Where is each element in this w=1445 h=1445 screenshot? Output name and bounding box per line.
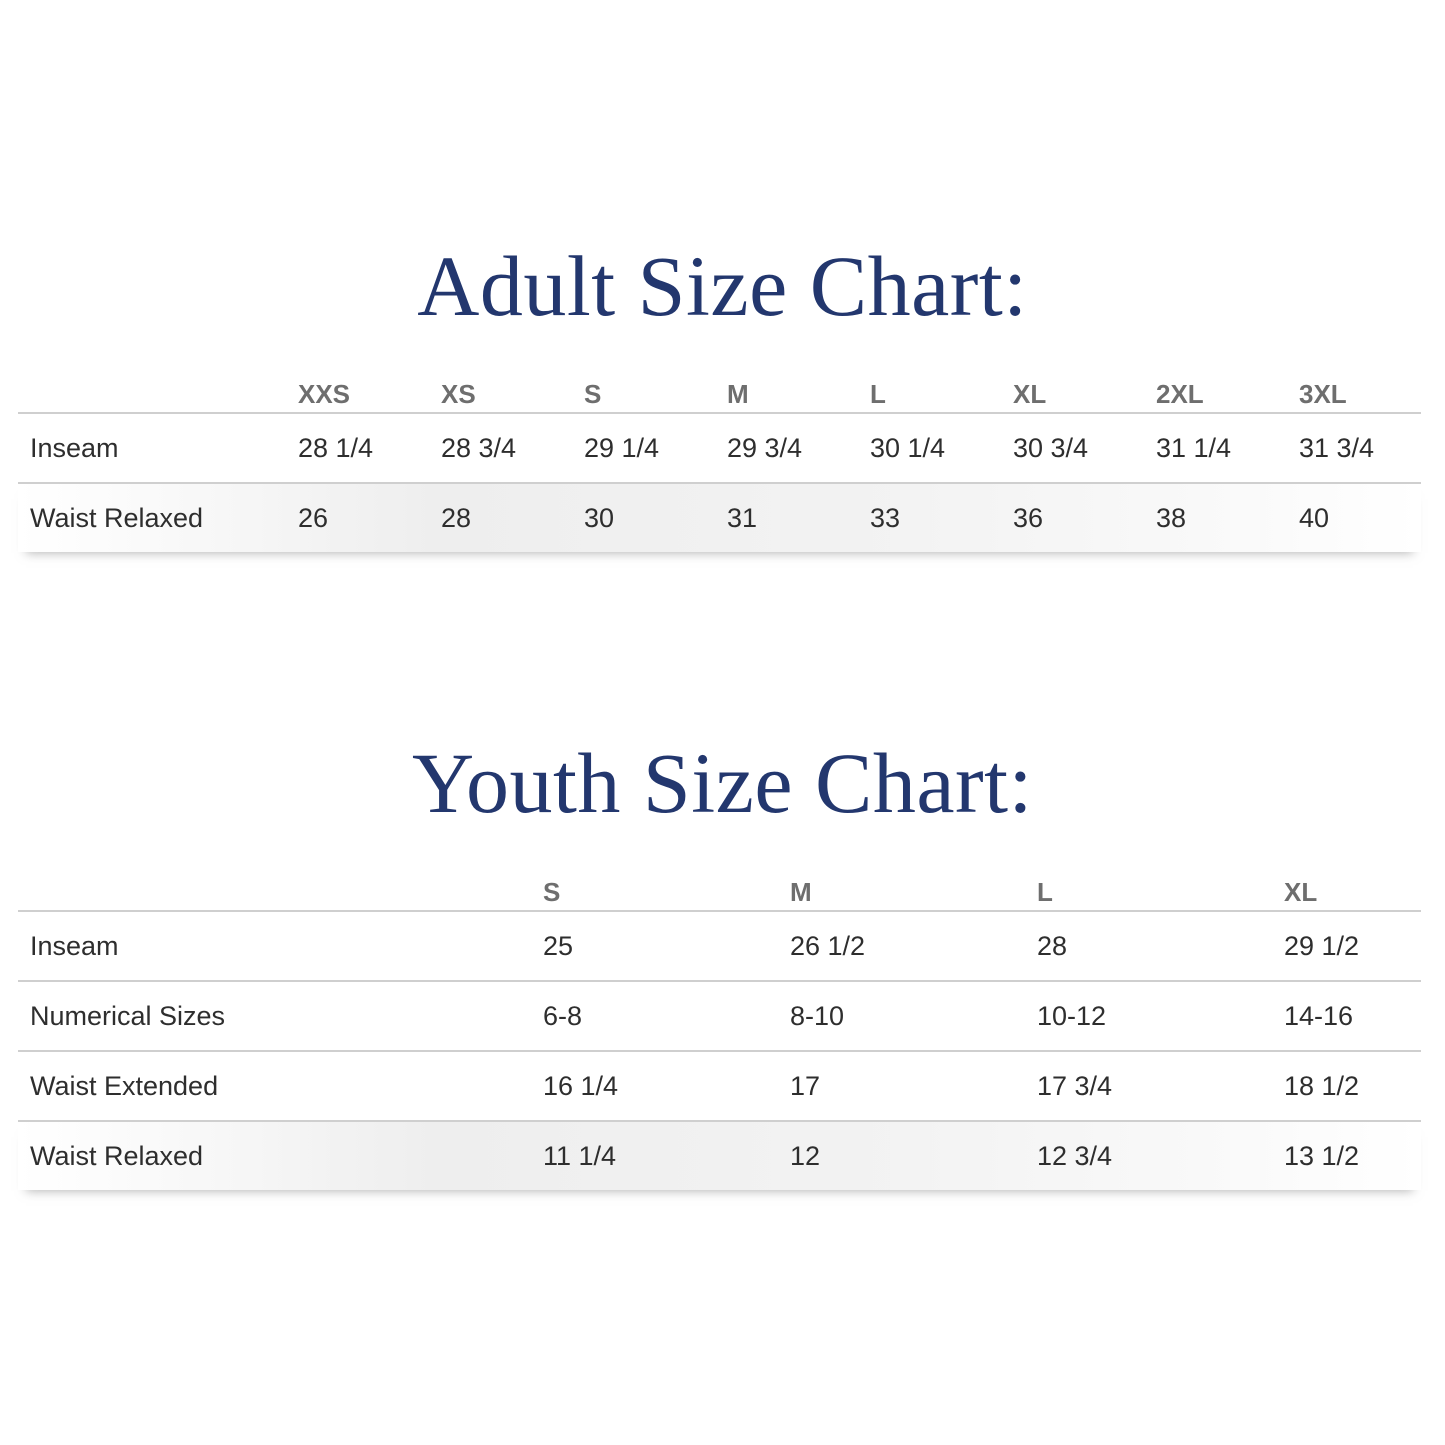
- youth-cell-numerical-sizes-xl: 14-16: [1284, 1000, 1354, 1031]
- adult-column-header-2xl: 2XL: [1156, 379, 1204, 409]
- table-row: Waist Relaxed 11 1/4 12 12 3/4 13 1/2: [18, 1120, 1421, 1190]
- adult-cell-waist-relaxed-xxs: 26: [298, 502, 329, 533]
- table-row: Numerical Sizes 6-8 8-10 10-12 14-16: [18, 980, 1421, 1050]
- youth-cell-inseam-m: 26 1/2: [790, 930, 866, 961]
- youth-row-label-waist-extended: Waist Extended: [30, 1070, 219, 1101]
- adult-column-header-3xl: 3XL: [1299, 379, 1347, 409]
- youth-header-row: S M L XL: [18, 866, 1421, 910]
- youth-cell-waist-extended-m: 17: [790, 1070, 821, 1101]
- adult-cell-waist-relaxed-s: 30: [584, 502, 615, 533]
- adult-cell-inseam-m: 29 3/4: [727, 432, 803, 463]
- adult-cell-inseam-xs: 28 3/4: [441, 432, 517, 463]
- adult-column-header-s: S: [584, 379, 602, 409]
- adult-cell-inseam-s: 29 1/4: [584, 432, 660, 463]
- youth-size-table: S M L XL Inseam 25 26 1/2 28 29 1/2 Nume…: [18, 866, 1421, 1190]
- youth-column-header-l: L: [1037, 877, 1053, 907]
- adult-cell-waist-relaxed-m: 31: [727, 502, 758, 533]
- adult-cell-waist-relaxed-2xl: 38: [1156, 502, 1187, 533]
- adult-cell-waist-relaxed-l: 33: [870, 502, 901, 533]
- youth-cell-waist-relaxed-s: 11 1/4: [543, 1140, 617, 1171]
- youth-cell-numerical-sizes-l: 10-12: [1037, 1000, 1107, 1031]
- youth-cell-waist-relaxed-m: 12: [790, 1140, 821, 1171]
- youth-row-label-numerical-sizes: Numerical Sizes: [30, 1000, 226, 1031]
- youth-cell-inseam-xl: 29 1/2: [1284, 930, 1360, 961]
- youth-column-header-m: M: [790, 877, 812, 907]
- youth-row-label-waist-relaxed: Waist Relaxed: [30, 1140, 204, 1171]
- table-row: Waist Extended 16 1/4 17 17 3/4 18 1/2: [18, 1050, 1421, 1120]
- table-row: Inseam 28 1/4 28 3/4 29 1/4 29 3/4 30 1/…: [18, 412, 1421, 482]
- adult-title-container: Adult Size Chart:: [0, 243, 1445, 329]
- youth-cell-numerical-sizes-m: 8-10: [790, 1000, 845, 1031]
- youth-cell-waist-extended-xl: 18 1/2: [1284, 1070, 1360, 1101]
- youth-row-label-inseam: Inseam: [30, 930, 119, 961]
- adult-column-header-l: L: [870, 379, 886, 409]
- youth-cell-numerical-sizes-s: 6-8: [543, 1000, 583, 1031]
- adult-row-label-waist-relaxed: Waist Relaxed: [30, 502, 204, 533]
- adult-header-row: XXS XS S M L XL 2XL 3XL: [18, 368, 1421, 412]
- youth-cell-inseam-l: 28: [1037, 930, 1068, 961]
- adult-column-header-xxs: XXS: [298, 379, 351, 409]
- youth-column-header-s: S: [543, 877, 561, 907]
- adult-column-header-xl: XL: [1013, 379, 1047, 409]
- table-row: Inseam 25 26 1/2 28 29 1/2: [18, 910, 1421, 980]
- adult-cell-waist-relaxed-3xl: 40: [1299, 502, 1330, 533]
- youth-cell-waist-relaxed-l: 12 3/4: [1037, 1140, 1113, 1171]
- adult-cell-inseam-l: 30 1/4: [870, 432, 946, 463]
- adult-row-label-inseam: Inseam: [30, 432, 119, 463]
- youth-cell-waist-extended-s: 16 1/4: [543, 1070, 619, 1101]
- adult-cell-inseam-3xl: 31 3/4: [1299, 432, 1375, 463]
- youth-cell-inseam-s: 25: [543, 930, 574, 961]
- youth-column-header-xl: XL: [1284, 877, 1318, 907]
- youth-cell-waist-relaxed-xl: 13 1/2: [1284, 1140, 1360, 1171]
- youth-title-container: Youth Size Chart:: [0, 740, 1445, 826]
- adult-cell-inseam-2xl: 31 1/4: [1156, 432, 1232, 463]
- adult-cell-inseam-xl: 30 3/4: [1013, 432, 1089, 463]
- adult-chart-title: Adult Size Chart:: [417, 238, 1028, 334]
- table-row: Waist Relaxed 26 28 30 31 33 36 38 40: [18, 482, 1421, 552]
- youth-cell-waist-extended-l: 17 3/4: [1037, 1070, 1113, 1101]
- adult-cell-inseam-xxs: 28 1/4: [298, 432, 374, 463]
- adult-size-table: XXS XS S M L XL 2XL 3XL Inseam 28 1/4 28…: [18, 368, 1421, 552]
- adult-cell-waist-relaxed-xs: 28: [441, 502, 472, 533]
- adult-column-header-xs: XS: [441, 379, 476, 409]
- youth-chart-title: Youth Size Chart:: [412, 735, 1033, 831]
- adult-column-header-m: M: [727, 379, 749, 409]
- adult-cell-waist-relaxed-xl: 36: [1013, 502, 1044, 533]
